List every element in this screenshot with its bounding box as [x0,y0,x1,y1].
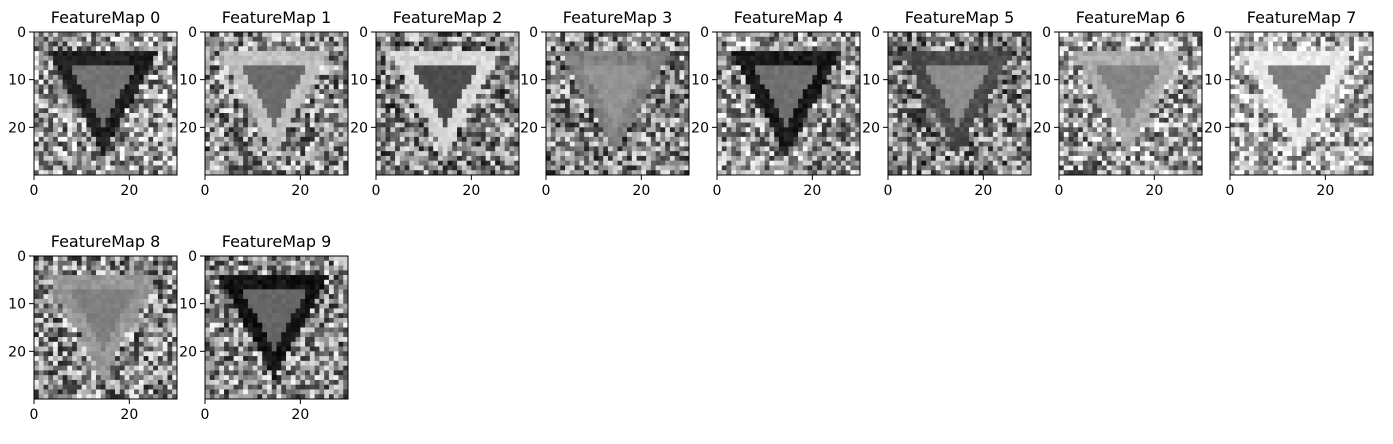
x-tick-label: 20 [120,183,138,199]
x-tick-label: 0 [1226,183,1235,199]
x-tick-label: 0 [542,183,551,199]
y-tick-label: 10 [862,73,880,89]
y-tick-label: 20 [691,120,709,136]
y-tick-label: 0 [1042,25,1051,41]
subplot-5: FeatureMap 5 0 20 0 10 20 [862,8,1032,199]
feature-map-image [888,32,1032,176]
subplot-title: FeatureMap 5 [905,8,1015,27]
y-tick-label: 0 [17,249,26,265]
y-tick-label: 0 [188,25,197,41]
x-tick-label: 0 [884,183,893,199]
axes-frame [33,31,178,176]
y-tick-label: 20 [520,120,538,136]
x-tick-label: 20 [462,183,480,199]
subplot-title: FeatureMap 0 [51,8,161,27]
y-tick-label: 20 [179,344,197,360]
y-tick-label: 0 [188,249,197,265]
y-tick-label: 10 [691,73,709,89]
axes-frame [716,31,861,176]
y-tick-label: 0 [700,25,709,41]
subplot-0: FeatureMap 0 0 20 0 10 20 [8,8,178,199]
subplot-title: FeatureMap 4 [734,8,844,27]
x-tick-label: 20 [632,183,650,199]
y-tick-label: 10 [1204,73,1222,89]
axes-frame [33,255,178,400]
subplot-6: FeatureMap 6 0 20 0 10 20 [1033,8,1203,199]
y-tick-label: 10 [8,73,26,89]
y-tick-label: 0 [871,25,880,41]
feature-map-image [1230,32,1374,176]
feature-map-image [1059,32,1203,176]
x-tick-label: 0 [201,407,210,423]
x-tick-label: 20 [120,407,138,423]
subplot-3: FeatureMap 3 0 20 0 10 20 [520,8,690,199]
subplot-9: FeatureMap 9 0 20 0 10 20 [179,232,349,423]
y-tick-label: 0 [17,25,26,41]
y-tick-label: 20 [8,120,26,136]
y-tick-label: 10 [350,73,368,89]
axes-frame [1229,31,1374,176]
x-tick-label: 20 [803,183,821,199]
x-tick-label: 20 [974,183,992,199]
y-tick-label: 20 [179,120,197,136]
y-tick-label: 10 [1033,73,1051,89]
x-tick-label: 20 [1316,183,1334,199]
y-tick-label: 20 [862,120,880,136]
x-tick-label: 0 [30,407,39,423]
y-tick-label: 20 [1033,120,1051,136]
feature-map-image [717,32,861,176]
feature-map-image [546,32,690,176]
y-tick-label: 20 [8,344,26,360]
subplot-title: FeatureMap 8 [51,232,161,251]
x-tick-label: 20 [291,407,309,423]
x-tick-label: 0 [1055,183,1064,199]
subplot-title: FeatureMap 6 [1076,8,1186,27]
x-tick-label: 0 [713,183,722,199]
y-tick-label: 20 [1204,120,1222,136]
x-tick-label: 0 [201,183,210,199]
y-tick-label: 0 [359,25,368,41]
subplot-2: FeatureMap 2 0 20 0 10 20 [350,8,520,199]
x-tick-label: 0 [30,183,39,199]
axes-frame [375,31,520,176]
y-tick-label: 0 [1213,25,1222,41]
subplot-1: FeatureMap 1 0 20 0 10 20 [179,8,349,199]
y-tick-label: 10 [179,297,197,313]
axes-frame [204,255,349,400]
subplot-title: FeatureMap 1 [222,8,332,27]
y-tick-label: 10 [8,297,26,313]
subplot-7: FeatureMap 7 0 20 0 10 20 [1204,8,1374,199]
axes-frame [1058,31,1203,176]
axes-frame [204,31,349,176]
subplot-title: FeatureMap 9 [222,232,332,251]
feature-map-image [34,256,178,400]
feature-map-image [376,32,520,176]
feature-map-image [34,32,178,176]
axes-frame [545,31,690,176]
x-tick-label: 0 [372,183,381,199]
subplot-title: FeatureMap 3 [563,8,673,27]
feature-map-image [205,32,349,176]
x-tick-label: 20 [291,183,309,199]
subplot-8: FeatureMap 8 0 20 0 10 20 [8,232,178,423]
subplot-title: FeatureMap 7 [1247,8,1357,27]
subplot-title: FeatureMap 2 [393,8,503,27]
x-tick-label: 20 [1145,183,1163,199]
y-tick-label: 20 [350,120,368,136]
y-tick-label: 0 [529,25,538,41]
y-tick-label: 10 [520,73,538,89]
y-tick-label: 10 [179,73,197,89]
axes-frame [887,31,1032,176]
feature-map-image [205,256,349,400]
